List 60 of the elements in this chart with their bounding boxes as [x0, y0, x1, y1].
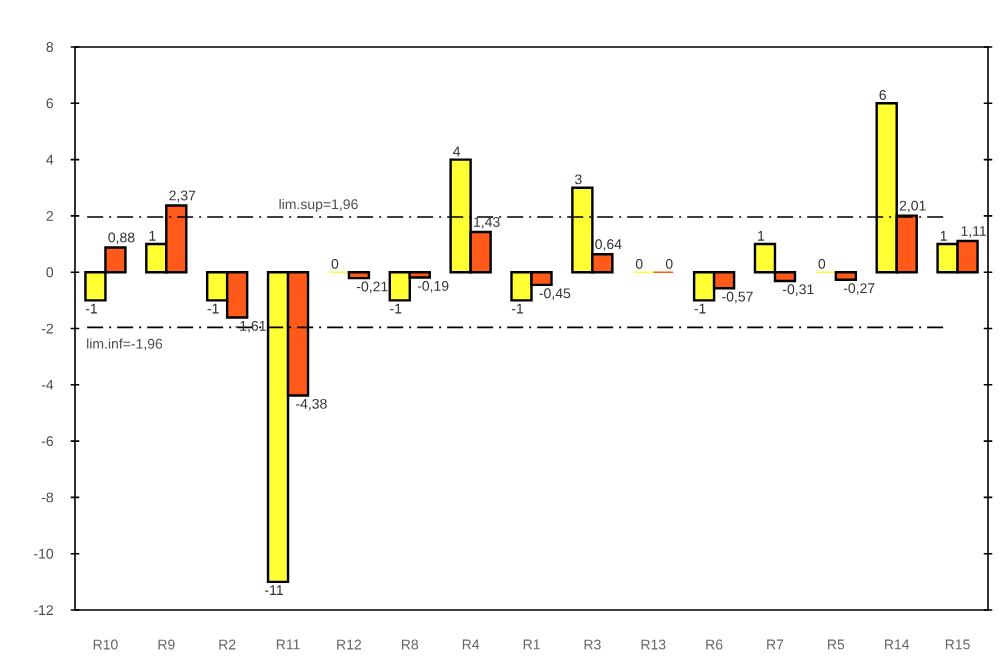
data-label: 6: [879, 90, 886, 100]
y-tick-label: -8: [41, 492, 54, 503]
data-label: -11: [265, 585, 283, 595]
x-tick-label: R2: [219, 639, 236, 650]
data-label: 1: [758, 231, 765, 241]
y-tick-label: -4: [41, 379, 54, 390]
data-label: 0: [818, 258, 826, 269]
data-label: 1: [149, 231, 156, 241]
x-tick-label: R3: [584, 639, 601, 650]
x-tick-label: R4: [462, 639, 480, 650]
data-label: 2,37: [169, 190, 196, 203]
data-label: 2,01: [899, 200, 926, 213]
data-label: 0: [331, 258, 339, 269]
data-label: -0,19: [417, 280, 449, 293]
x-tick-label: R13: [641, 639, 666, 650]
x-tick-label: R10: [93, 639, 118, 650]
data-label: -1: [694, 303, 706, 314]
y-tick-label: -12: [34, 605, 53, 615]
y-tick-label: -10: [34, 548, 54, 559]
x-tick-label: R9: [158, 639, 175, 650]
x-tick-label: R11: [276, 639, 300, 650]
data-label: -0,31: [782, 284, 814, 296]
data-label: 0,88: [108, 232, 135, 245]
x-tick-label: R7: [767, 639, 784, 650]
y-tick-label: -2: [41, 323, 53, 334]
x-tick-label: R14: [885, 639, 910, 650]
data-label: -1: [207, 303, 219, 314]
ref-line-label: lim.inf=-1,96: [87, 338, 163, 351]
y-tick-label: 4: [46, 154, 54, 165]
y-tick-label: 8: [46, 42, 54, 52]
data-label: 1,43: [474, 217, 500, 229]
ref-line-label: lim.sup=1,96: [279, 198, 358, 212]
data-label: -1: [390, 303, 402, 314]
data-label: 0: [665, 258, 673, 269]
data-label: -1: [511, 303, 524, 314]
data-label: -0,45: [539, 288, 571, 300]
data-label: -4,38: [296, 398, 327, 411]
y-tick-label: 0: [46, 267, 54, 278]
x-tick-label: R6: [706, 639, 723, 650]
x-tick-label: R8: [401, 639, 419, 650]
data-label: 1: [940, 231, 947, 241]
data-label: -0,57: [722, 291, 753, 304]
y-tick-label: 2: [46, 211, 53, 221]
data-label: -0,21: [356, 281, 388, 294]
data-label: 4: [453, 146, 461, 157]
bar: [347, 271, 371, 280]
data-label: -0,27: [843, 283, 875, 295]
y-tick-label: 6: [46, 98, 54, 109]
x-tick-label: R12: [337, 639, 362, 650]
y-tick-label: -6: [41, 436, 54, 447]
data-label: 1,11: [961, 226, 986, 238]
data-label: 3: [575, 174, 582, 185]
data-label: -1,61: [235, 320, 266, 333]
data-label: -1: [85, 303, 97, 314]
x-tick-label: R15: [945, 639, 970, 650]
x-tick-label: R5: [828, 639, 845, 650]
bar: [834, 271, 858, 281]
data-label: 0,64: [595, 239, 622, 251]
x-tick-label: R1: [523, 639, 540, 650]
data-label: 0: [635, 258, 643, 269]
